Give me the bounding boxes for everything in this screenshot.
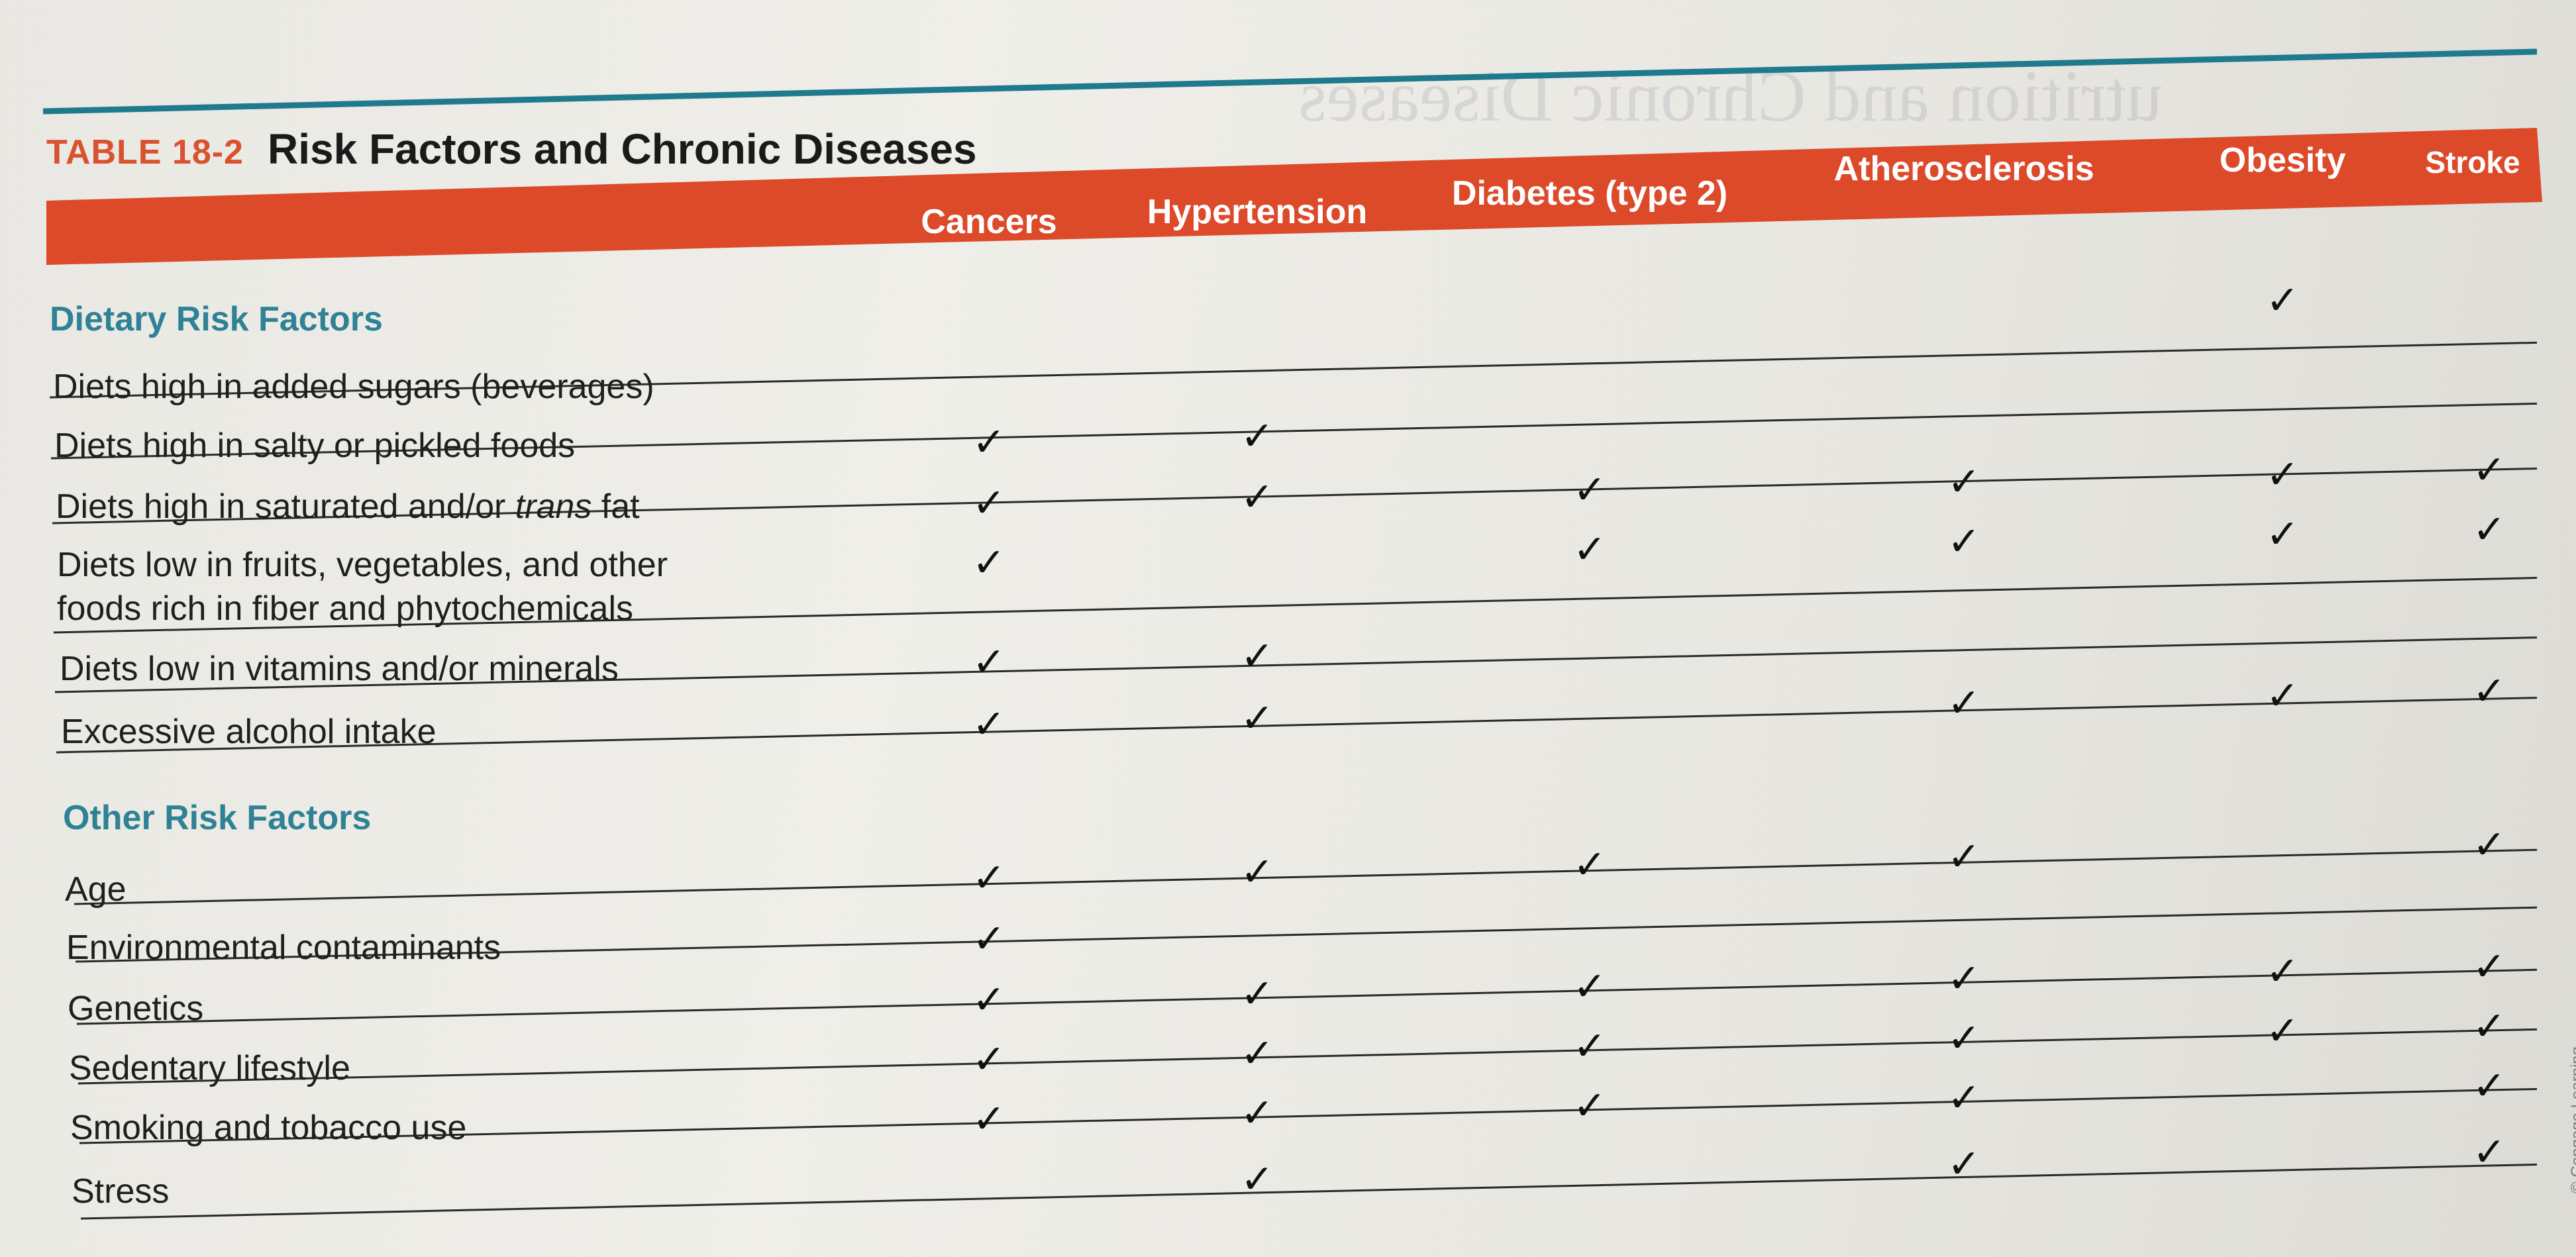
check-mark: ✓ bbox=[972, 855, 1006, 901]
check-mark: ✓ bbox=[1947, 518, 1981, 565]
check-mark: ✓ bbox=[1240, 413, 1274, 460]
check-mark: ✓ bbox=[972, 701, 1006, 748]
row-label-smoking: Smoking and tobacco use bbox=[70, 1109, 467, 1147]
check-mark: ✓ bbox=[2265, 1008, 2300, 1055]
check-mark: ✓ bbox=[1240, 474, 1274, 521]
row-label-part: fat bbox=[592, 487, 640, 526]
check-mark: ✓ bbox=[972, 480, 1006, 527]
check-mark: ✓ bbox=[1572, 964, 1607, 1011]
check-mark: ✓ bbox=[1572, 527, 1607, 574]
row-rule bbox=[56, 697, 2538, 754]
column-header-cancers: Cancers bbox=[921, 203, 1057, 241]
check-mark: ✓ bbox=[2472, 1003, 2506, 1050]
row-label-salty-pickled: Diets high in salty or pickled foods bbox=[54, 427, 576, 465]
row-label-line: foods rich in fiber and phytochemicals bbox=[57, 589, 634, 628]
row-label-part: Diets high in saturated and/or bbox=[56, 487, 515, 526]
row-label-added-sugars: Diets high in added sugars (beverages) bbox=[53, 368, 654, 406]
check-mark: ✓ bbox=[1947, 458, 1981, 505]
check-mark: ✓ bbox=[2472, 1063, 2506, 1110]
check-mark: ✓ bbox=[2265, 673, 2300, 720]
check-mark: ✓ bbox=[972, 916, 1006, 962]
check-mark: ✓ bbox=[1572, 842, 1607, 889]
check-mark: ✓ bbox=[2472, 447, 2506, 494]
check-mark: ✓ bbox=[1240, 849, 1274, 896]
check-mark: ✓ bbox=[2265, 452, 2300, 499]
row-rule bbox=[53, 577, 2538, 634]
row-rule bbox=[74, 848, 2538, 905]
row-rule bbox=[52, 467, 2538, 525]
row-label-stress: Stress bbox=[72, 1172, 170, 1211]
header-band bbox=[46, 128, 2542, 265]
check-mark: ✓ bbox=[1572, 1083, 1607, 1130]
row-rule bbox=[80, 1163, 2538, 1220]
check-mark: ✓ bbox=[1240, 971, 1274, 1018]
row-label-genetics: Genetics bbox=[68, 989, 204, 1028]
top-rule bbox=[42, 48, 2538, 115]
row-label-line: Diets low in fruits, vegetables, and oth… bbox=[57, 546, 668, 584]
section-heading-dietary: Dietary Risk Factors bbox=[50, 300, 383, 338]
check-mark: ✓ bbox=[1240, 695, 1274, 742]
check-mark: ✓ bbox=[1947, 1140, 1981, 1187]
row-label-part-italic: trans bbox=[515, 487, 592, 526]
check-mark: ✓ bbox=[1240, 1031, 1274, 1078]
check-mark: ✓ bbox=[972, 639, 1006, 685]
check-mark: ✓ bbox=[1947, 833, 1981, 880]
row-label-environmental: Environmental contaminants bbox=[66, 929, 501, 967]
check-mark: ✓ bbox=[1240, 1090, 1274, 1137]
check-mark: ✓ bbox=[2472, 507, 2506, 554]
row-rules bbox=[49, 341, 2538, 1220]
row-label-saturated-trans-fat: Diets high in saturated and/or trans fat bbox=[56, 485, 640, 528]
table-title-row: TABLE 18-2 Risk Factors and Chronic Dise… bbox=[46, 125, 977, 174]
row-rule bbox=[76, 968, 2538, 1025]
check-mark: ✓ bbox=[972, 1096, 1006, 1142]
check-mark: ✓ bbox=[1947, 1015, 1981, 1062]
check-mark: ✓ bbox=[2265, 277, 2300, 325]
check-mark: ✓ bbox=[1947, 955, 1981, 1002]
column-header-diabetes: Diabetes (type 2) bbox=[1451, 174, 1728, 213]
row-rule bbox=[50, 402, 2538, 460]
check-mark: ✓ bbox=[2472, 668, 2506, 715]
check-mark: ✓ bbox=[1240, 1156, 1274, 1203]
column-header-atherosclerosis: Atherosclerosis bbox=[1833, 150, 2094, 188]
column-header-obesity: Obesity bbox=[2219, 141, 2346, 179]
column-header-stroke: Stroke bbox=[2425, 145, 2520, 179]
check-mark: ✓ bbox=[1572, 467, 1607, 514]
check-mark: ✓ bbox=[972, 977, 1006, 1023]
check-mark: ✓ bbox=[1947, 679, 1981, 727]
check-mark: ✓ bbox=[972, 1036, 1006, 1083]
table-title: Risk Factors and Chronic Diseases bbox=[267, 125, 977, 173]
check-mark: ✓ bbox=[1572, 1023, 1607, 1070]
column-header-hypertension: Hypertension bbox=[1147, 193, 1368, 231]
table-number: TABLE 18-2 bbox=[46, 133, 244, 172]
row-rule bbox=[49, 341, 2538, 399]
check-mark: ✓ bbox=[1947, 1074, 1981, 1121]
check-mark: ✓ bbox=[2265, 948, 2300, 995]
check-mark: ✓ bbox=[2472, 1129, 2506, 1176]
row-rule bbox=[79, 1087, 2538, 1144]
row-label-sedentary: Sedentary lifestyle bbox=[69, 1049, 350, 1087]
section-heading-other: Other Risk Factors bbox=[63, 799, 372, 837]
check-mark: ✓ bbox=[972, 540, 1006, 586]
row-label-low-vitamins: Diets low in vitamins and/or minerals bbox=[60, 650, 619, 688]
check-mark: ✓ bbox=[2265, 511, 2300, 558]
check-mark: ✓ bbox=[2472, 944, 2506, 991]
check-mark: ✓ bbox=[972, 419, 1006, 466]
row-label-alcohol: Excessive alcohol intake bbox=[61, 713, 437, 751]
check-mark: ✓ bbox=[2472, 822, 2506, 869]
row-rule bbox=[77, 1028, 2538, 1085]
row-rule bbox=[75, 906, 2538, 963]
check-mark: ✓ bbox=[1240, 633, 1274, 680]
row-rule bbox=[54, 636, 2538, 693]
row-label-age: Age bbox=[65, 870, 127, 909]
row-label-low-fruits: Diets low in fruits, vegetables, and oth… bbox=[57, 543, 668, 630]
image-credit: © Cengage Learning bbox=[2568, 1046, 2576, 1193]
